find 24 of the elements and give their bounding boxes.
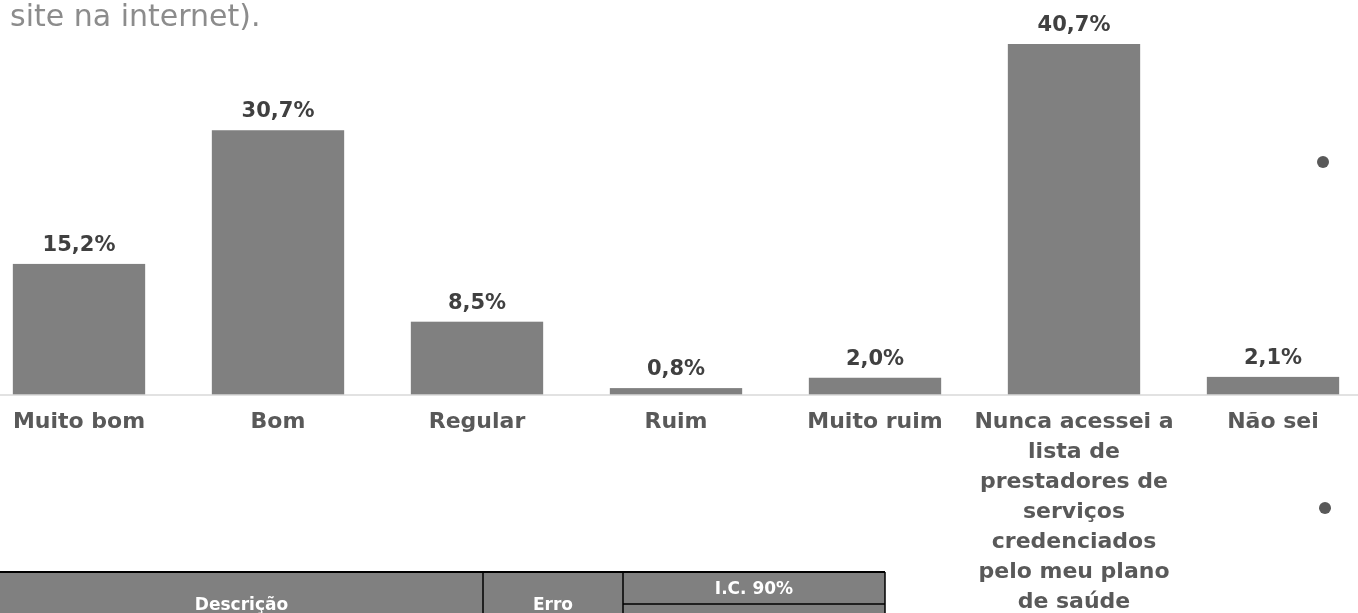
data-label: 2,1% [1243,344,1303,369]
x-tick-label: Não sei [1227,408,1319,433]
x-tick-label: Regular [428,408,526,433]
bar [1206,376,1340,395]
bar [808,377,942,395]
bar [1007,44,1141,395]
x-tick-label: Nunca acessei a lista de prestadores de serviços credenciados pelo meu plano de saúde [974,408,1174,613]
chart-title: site na internet). [10,0,261,33]
text: I.C. 90% [714,578,794,598]
data-label: 30,7% [241,98,315,123]
text: Erro [532,594,574,613]
data-label: 0,8% [646,356,706,381]
data-label: 40,7% [1037,12,1111,36]
x-tick-label: Bom [250,408,306,433]
bar [12,263,146,395]
data-label: 15,2% [42,231,116,256]
x-tick-label: Muito bom [12,408,146,433]
x-tick-label: Ruim [644,408,708,433]
bar [211,130,345,395]
text: Descrição [194,594,289,613]
bar [410,321,544,395]
data-label: 2,0% [845,345,905,370]
data-label: 8,5% [447,289,507,314]
x-tick-label: Muito ruim [807,408,943,433]
